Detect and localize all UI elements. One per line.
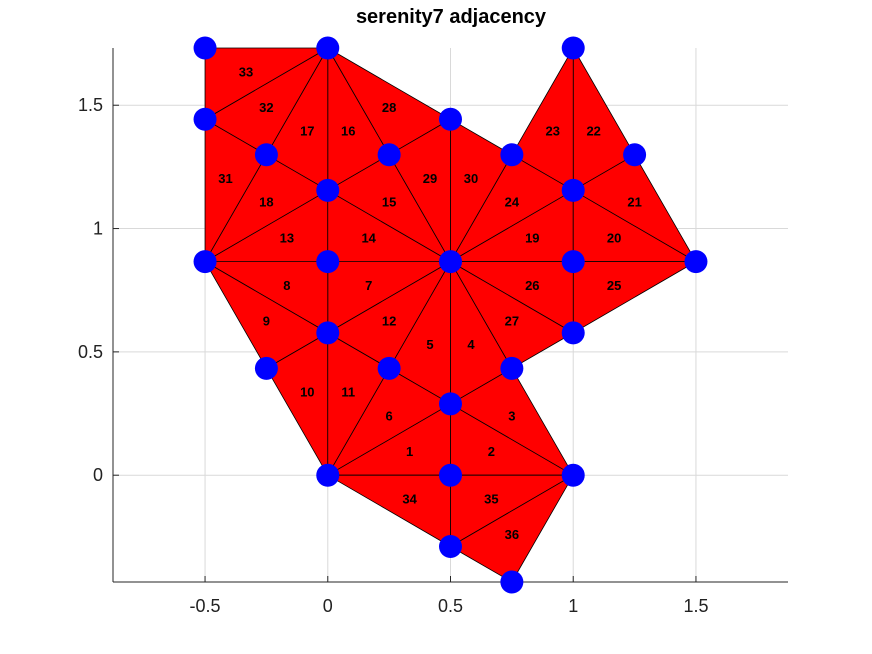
x-tick-label: 0.5 [438,596,463,616]
mesh-node-24 [193,107,217,131]
mesh-node-12 [684,250,708,274]
triangle-label: 12 [382,313,396,328]
mesh-node-25 [193,36,217,60]
triangle-label: 18 [259,195,273,210]
triangle-label: 15 [382,195,396,210]
triangle-mesh [204,47,697,583]
mesh-nodes [193,36,708,594]
triangle-label: 17 [300,124,314,139]
mesh-node-3 [561,463,585,487]
mesh-node-2 [439,463,462,487]
mesh-node-10 [316,321,340,345]
mesh-node-13 [561,321,585,345]
triangle-label: 13 [280,230,294,245]
triangle-label: 24 [505,195,520,210]
mesh-node-7 [439,392,462,416]
x-tick-label: 1.5 [683,596,708,616]
triangle-label: 8 [283,278,290,293]
y-tick-label: 1 [93,219,103,239]
mesh-node-16 [316,178,340,202]
triangle-label: 4 [467,337,475,352]
triangle-25 [572,261,697,334]
mesh-node-8 [316,250,340,274]
triangle-label: 11 [341,385,355,400]
triangle-label: 22 [586,124,600,139]
mesh-node-6 [439,250,462,274]
triangle-label: 2 [488,444,495,459]
triangle-label: 9 [263,313,270,328]
triangle-label: 31 [218,171,232,186]
triangle-label: 26 [525,278,539,293]
mesh-node-17 [377,143,401,167]
triangle-label: 20 [607,230,621,245]
mesh-node-19 [254,143,278,167]
triangle-label: 27 [505,313,519,328]
triangle-label: 28 [382,100,396,115]
triangle-label: 14 [361,230,376,245]
triangle-30 [450,118,513,263]
y-tick-label: 0 [93,465,103,485]
triangle-33 [204,47,329,120]
x-tick-label: 1 [568,596,578,616]
triangle-label: 1 [406,444,413,459]
mesh-node-27 [500,570,524,594]
triangle-label: 6 [386,408,393,423]
triangle-label: 16 [341,124,355,139]
triangle-label: 25 [607,278,621,293]
triangle-label: 5 [426,337,433,352]
triangle-label: 33 [239,64,253,79]
mesh-node-18 [193,250,217,274]
mesh-node-26 [439,534,462,558]
triangle-label: 35 [484,491,498,506]
x-tick-label: -0.5 [190,596,221,616]
triangle-36 [450,474,574,583]
triangle-label: 3 [508,408,515,423]
triangle-label: 7 [365,278,372,293]
triangle-label: 23 [546,124,560,139]
mesh-node-1 [316,463,340,487]
triangle-label: 34 [402,491,417,506]
triangle-label: 32 [259,100,273,115]
mesh-node-21 [561,36,585,60]
triangle-12 [327,261,451,369]
triangle-27 [450,261,574,369]
mesh-node-22 [561,178,585,202]
triangle-label: 36 [505,527,519,542]
mesh-node-4 [377,356,401,380]
y-tick-label: 0.5 [78,342,103,362]
triangle-label: 19 [525,230,539,245]
y-tick-label: 1.5 [78,95,103,115]
triangle-label: 30 [464,171,478,186]
mesh-node-5 [500,356,524,380]
mesh-node-14 [439,107,462,131]
x-tick-label: 0 [323,596,333,616]
triangle-label: 10 [300,385,314,400]
tick-labels: -0.5 0 0.5 1 1.5 0 0.5 1 1.5 [78,95,709,616]
mesh-node-20 [500,143,524,167]
mesh-node-11 [561,250,585,274]
triangle-label: 21 [627,195,641,210]
mesh-node-9 [254,356,278,380]
triangle-34 [327,474,451,547]
chart-title: serenity7 adjacency [356,6,547,28]
mesh-node-15 [316,36,340,60]
axes [112,48,788,583]
triangle-label: 29 [423,171,437,186]
mesh-node-23 [623,143,647,167]
